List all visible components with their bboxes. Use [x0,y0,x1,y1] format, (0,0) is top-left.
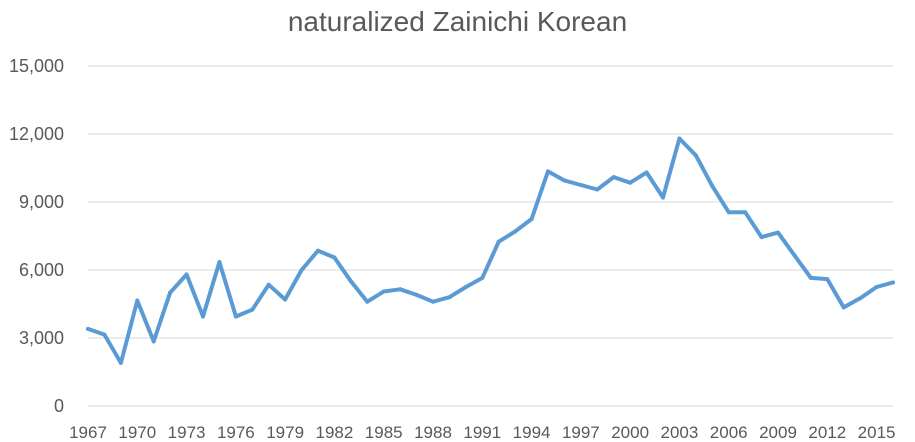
data-point [348,279,353,284]
data-point [217,260,222,265]
data-point [595,187,600,192]
data-point [447,295,452,300]
x-tick-label: 1973 [168,423,206,442]
x-tick-label: 1997 [562,423,600,442]
data-point [135,298,140,303]
data-point [299,268,304,272]
data-point [86,326,90,331]
data-point [693,153,698,158]
y-tick-label: 9,000 [19,192,64,212]
data-point [250,307,255,312]
data-point [496,239,501,244]
data-point [759,235,764,240]
data-point [365,299,370,304]
data-point [743,210,748,215]
data-point [266,282,271,287]
y-tick-label: 3,000 [19,328,64,348]
data-point [414,292,419,297]
x-tick-label: 1976 [217,423,255,442]
data-point [726,210,731,215]
x-tick-label: 1991 [463,423,501,442]
x-tick-label: 1970 [118,423,156,442]
data-point [332,255,337,260]
data-point [513,229,518,234]
chart-title: naturalized Zainichi Korean [287,6,628,37]
data-point [118,360,123,365]
data-point [562,178,567,183]
data-point [381,289,386,294]
data-point [151,339,156,344]
x-tick-label: 2006 [710,423,748,442]
y-tick-label: 0 [54,396,64,416]
x-tick-label: 2000 [611,423,649,442]
data-point [233,314,238,319]
data-point [398,287,403,292]
data-point [611,175,616,180]
data-point [578,183,583,187]
series-layer [86,136,895,365]
data-point [316,248,320,253]
y-tick-label: 6,000 [19,260,64,280]
data-point [168,290,173,295]
y-axis-ticks: 0 3,000 6,000 9,000 12,000 15,000 [9,56,64,416]
data-point [463,285,468,289]
data-point [628,180,633,185]
data-point [776,230,780,235]
data-point [858,296,863,301]
data-point [710,184,715,189]
data-point [184,272,189,277]
data-point [677,136,682,141]
x-tick-label: 2012 [808,423,846,442]
data-point [102,332,107,337]
data-point [201,314,205,319]
x-tick-label: 1988 [414,423,452,442]
data-point [546,169,550,174]
data-point [874,285,879,289]
x-tick-label: 1994 [513,423,551,442]
data-point [841,305,846,310]
x-tick-label: 1985 [365,423,403,442]
x-tick-label: 2009 [759,423,797,442]
data-point [792,253,797,258]
data-point [529,217,534,221]
series-line [86,136,895,365]
data-point [480,275,485,280]
x-tick-label: 1967 [69,423,107,442]
data-point [891,280,895,285]
data-point [644,170,649,175]
data-point [283,297,288,302]
data-point [431,299,435,304]
y-tick-label: 15,000 [9,56,64,76]
x-tick-label: 2003 [661,423,699,442]
y-tick-label: 12,000 [9,124,64,144]
x-tick-label: 1982 [316,423,354,442]
x-tick-label: 1979 [266,423,304,442]
data-point [661,195,665,200]
data-point [808,275,813,280]
data-point [825,277,830,282]
x-tick-label: 2015 [858,423,896,442]
x-axis-ticks: 1967 1970 1973 1976 1979 1982 1985 1988 1991 1994… [69,423,895,442]
